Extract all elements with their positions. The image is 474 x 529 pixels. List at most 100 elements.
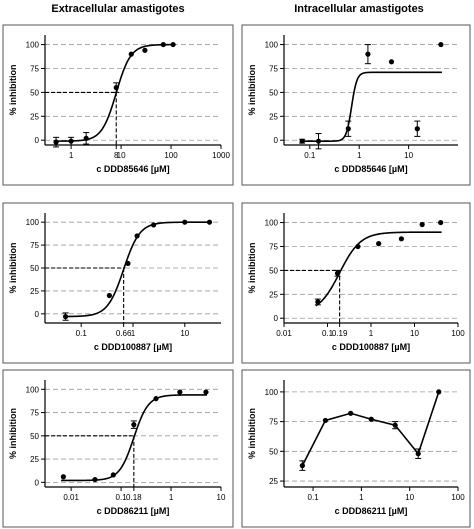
y-tick-label: 50	[269, 266, 278, 275]
x-tick-label: 1	[359, 493, 364, 502]
data-point	[106, 292, 112, 299]
x-tick-label: 100	[451, 329, 465, 338]
fit-curve	[53, 43, 175, 142]
y-tick-label: 75	[30, 64, 39, 73]
data-point	[368, 416, 374, 422]
y-axis-label: % inhibition	[247, 243, 257, 294]
y-tick-label: 0	[274, 136, 279, 145]
y-axis-label: % inhibition	[8, 65, 18, 116]
x-tick-label: 0.1	[76, 329, 88, 338]
chart-panel-2: 0 25 50 75 100 0.1 1 10 c DDD85646 [µM] % inhibit…	[241, 24, 471, 186]
chart-panel-1: 0 25 50 75 100 1 10 100 1000 8 c DDD85646 [µM] % in…	[2, 24, 234, 186]
data-point	[92, 476, 98, 483]
y-tick-label: 0	[35, 310, 40, 319]
x-tick-label: 0.1	[304, 151, 316, 160]
data-point	[355, 243, 361, 250]
y-tick-label: 75	[269, 418, 278, 427]
data-point	[125, 260, 131, 267]
y-tick-label: 50	[269, 447, 278, 456]
y-tick-label: 25	[30, 455, 39, 464]
data-point	[113, 85, 119, 91]
x-tick-label: 1	[69, 151, 74, 160]
x-tick-label: 10	[404, 151, 413, 160]
data-point	[151, 222, 157, 228]
data-point	[63, 313, 69, 320]
data-point	[419, 221, 425, 228]
data-point	[334, 270, 341, 276]
data-point	[68, 138, 74, 144]
data-point	[322, 417, 329, 424]
panel-frame	[2, 202, 234, 364]
data-point	[131, 422, 137, 428]
y-tick-label: 0	[35, 136, 40, 145]
x-axis-label: c DDD86211 [µM]	[335, 506, 408, 516]
data-point	[438, 41, 444, 48]
data-point	[299, 138, 305, 144]
data-point	[134, 233, 140, 239]
x-tick-label: 0.1	[308, 493, 320, 502]
x-tick-label: 10	[180, 329, 189, 338]
data-point	[348, 410, 354, 416]
column-title-intracellular: Intracellular amastigotes	[294, 3, 424, 15]
y-tick-label: 0	[274, 314, 279, 323]
x-tick-label: 1	[357, 151, 362, 160]
data-point	[315, 299, 321, 305]
data-point	[438, 219, 444, 226]
y-tick-label: 50	[269, 88, 278, 97]
y-tick-label: 50	[30, 88, 39, 97]
y-tick-label: 75	[269, 242, 278, 251]
panel-frame	[2, 369, 234, 528]
panel-frame	[2, 24, 234, 186]
data-point	[299, 463, 305, 469]
x-tick-label: 10	[410, 329, 419, 338]
x-tick-label: 10	[117, 151, 126, 160]
x-tick-label: 0.19	[332, 329, 348, 338]
x-tick-label: 1	[131, 329, 136, 338]
chart-panel-4: 0 25 50 75 100 0.01 0.1 1 10 100 0.19 c DDD100887 […	[241, 202, 471, 364]
y-tick-label: 50	[30, 264, 39, 273]
x-tick-label: 10	[405, 493, 414, 502]
x-tick-label: 10	[217, 493, 226, 502]
chart-panel-6: 25 50 75 100 0.1 1 10 100 c DDD86211 [µM] % inhib…	[241, 369, 471, 528]
x-tick-label: 100	[164, 151, 178, 160]
data-point	[388, 59, 395, 65]
data-point	[436, 389, 442, 395]
panel-frame	[241, 24, 471, 186]
x-tick-label: 0.01	[276, 329, 292, 338]
data-point	[365, 51, 371, 57]
data-point	[170, 41, 176, 48]
y-axis-label: % inhibition	[8, 243, 18, 294]
y-tick-label: 25	[30, 287, 39, 296]
x-tick-label: 0.66	[116, 329, 132, 338]
x-tick-label: 0.1	[322, 329, 334, 338]
x-axis-label: c DDD86211 [µM]	[97, 506, 170, 516]
data-point	[110, 472, 116, 478]
column-title-extracellular: Extracellular amastigotes	[51, 3, 185, 15]
panel-frame	[241, 369, 471, 528]
x-axis-label: c DDD85646 [µM]	[96, 164, 169, 174]
y-tick-label: 75	[269, 64, 278, 73]
x-tick-label: 1	[169, 493, 174, 502]
x-tick-label: 1	[369, 329, 374, 338]
data-point	[206, 219, 213, 225]
y-tick-label: 25	[269, 112, 278, 121]
x-tick-label: 1000	[212, 151, 230, 160]
data-point	[414, 126, 420, 132]
y-axis-label: % inhibition	[247, 408, 257, 459]
chart-panel-3: 0 25 50 75 100 0.1 1 10 0.66 c DDD100887 [µM] % in…	[2, 202, 234, 364]
y-tick-label: 25	[269, 290, 278, 299]
y-tick-label: 0	[35, 478, 40, 487]
data-point	[182, 219, 188, 225]
data-point	[398, 236, 405, 242]
data-point	[83, 135, 89, 141]
y-axis-label: % inhibition	[8, 408, 18, 459]
x-tick-label: 0.18	[126, 493, 142, 502]
data-point	[53, 139, 59, 145]
chart-panel-5: 0 25 50 75 100 0.01 0.1 1 10 0.18 c DDD86211 [µM]%…	[2, 369, 234, 528]
x-tick-label: 8	[114, 151, 119, 160]
y-tick-label: 100	[265, 219, 279, 228]
data-point	[345, 126, 351, 132]
x-axis-label: c DDD85646 [µM]	[334, 164, 407, 174]
y-tick-label: 25	[30, 112, 39, 121]
